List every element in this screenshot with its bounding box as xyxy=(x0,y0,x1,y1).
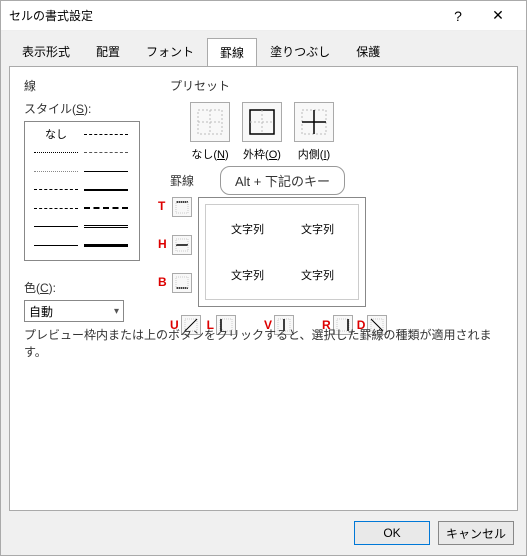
help-button[interactable]: ? xyxy=(438,2,478,30)
tab-alignment[interactable]: 配置 xyxy=(83,37,133,66)
hint-text: プレビュー枠内または上のボタンをクリックすると、選択した罫線の種類が適用されます… xyxy=(24,326,503,360)
preset-inside-icon xyxy=(300,108,328,136)
preset-caption: なし(N) xyxy=(191,146,228,162)
shortcut-tooltip: Alt + 下記のキー xyxy=(220,166,345,195)
border-bottom-icon xyxy=(174,275,190,291)
preview-cell: 文字列 xyxy=(301,267,334,283)
color-label: 色(C): xyxy=(24,279,154,296)
line-column: 線 スタイル(S): なし 色(C): 自動 ▾ xyxy=(24,77,154,322)
style-label: スタイル(S): xyxy=(24,100,154,117)
preset-inside-button[interactable] xyxy=(294,102,334,142)
preview-cell: 文字列 xyxy=(301,221,334,237)
border-preview[interactable]: 文字列 文字列 文字列 文字列 xyxy=(198,197,366,307)
format-cells-dialog: セルの書式設定 ? ✕ 表示形式 配置 フォント 罫線 塗りつぶし 保護 線 ス… xyxy=(0,0,527,556)
line-style[interactable] xyxy=(81,126,131,142)
key-b: B xyxy=(158,275,167,289)
titlebar: セルの書式設定 ? ✕ xyxy=(1,1,526,31)
tab-strip: 表示形式 配置 フォント 罫線 塗りつぶし 保護 xyxy=(1,31,526,66)
border-hmiddle-button[interactable] xyxy=(172,235,192,255)
ok-button[interactable]: OK xyxy=(354,521,430,545)
line-group-label: 線 xyxy=(24,77,154,94)
line-style[interactable] xyxy=(31,145,81,161)
preset-row: なし(N) 外枠(O) 内側(I) xyxy=(170,102,503,162)
close-button[interactable]: ✕ xyxy=(478,2,518,30)
line-style[interactable] xyxy=(81,145,131,161)
border-top-button[interactable] xyxy=(172,197,192,217)
preview-cell: 文字列 xyxy=(231,267,264,283)
border-hmiddle-icon xyxy=(174,237,190,253)
preset-none: なし(N) xyxy=(190,102,230,162)
border-bottom-button[interactable] xyxy=(172,273,192,293)
preset-group-label: プリセット xyxy=(170,77,503,94)
line-style[interactable] xyxy=(81,219,131,235)
line-style[interactable] xyxy=(81,237,131,253)
line-style[interactable] xyxy=(81,182,131,198)
preset-outline-button[interactable] xyxy=(242,102,282,142)
line-style[interactable] xyxy=(31,163,81,179)
preset-outline-icon xyxy=(248,108,276,136)
line-style-none[interactable]: なし xyxy=(31,126,81,142)
border-panel: 線 スタイル(S): なし 色(C): 自動 ▾ xyxy=(9,66,518,511)
preset-none-button[interactable] xyxy=(190,102,230,142)
line-style[interactable] xyxy=(31,182,81,198)
tab-fill[interactable]: 塗りつぶし xyxy=(257,37,343,66)
cancel-button[interactable]: キャンセル xyxy=(438,521,514,545)
border-top-icon xyxy=(174,199,190,215)
tab-font[interactable]: フォント xyxy=(133,37,207,66)
preset-outline: 外枠(O) xyxy=(242,102,282,162)
key-t: T xyxy=(158,199,165,213)
line-style[interactable] xyxy=(81,163,131,179)
chevron-down-icon: ▾ xyxy=(114,306,119,317)
preset-caption: 内側(I) xyxy=(298,146,330,162)
preset-inside: 内側(I) xyxy=(294,102,334,162)
preset-column: プリセット なし(N) 外枠(O) xyxy=(170,77,503,347)
preview-cell: 文字列 xyxy=(231,221,264,237)
line-style[interactable] xyxy=(31,237,81,253)
tab-format[interactable]: 表示形式 xyxy=(9,37,83,66)
preset-caption: 外枠(O) xyxy=(243,146,281,162)
line-style-list[interactable]: なし xyxy=(24,121,140,261)
border-area: T H B 文字列 文字列 文字列 文字列 xyxy=(170,197,390,347)
tab-border[interactable]: 罫線 xyxy=(207,38,257,67)
keisen-label: 罫線 Alt + 下記のキー xyxy=(170,172,503,189)
line-style[interactable] xyxy=(81,200,131,216)
window-title: セルの書式設定 xyxy=(9,7,438,24)
color-value: 自動 xyxy=(29,303,53,320)
preset-none-icon xyxy=(196,108,224,136)
line-style[interactable] xyxy=(31,200,81,216)
color-dropdown[interactable]: 自動 ▾ xyxy=(24,300,124,322)
key-h: H xyxy=(158,237,167,251)
line-style[interactable] xyxy=(31,219,81,235)
dialog-footer: OK キャンセル xyxy=(1,511,526,555)
tab-protection[interactable]: 保護 xyxy=(343,37,393,66)
